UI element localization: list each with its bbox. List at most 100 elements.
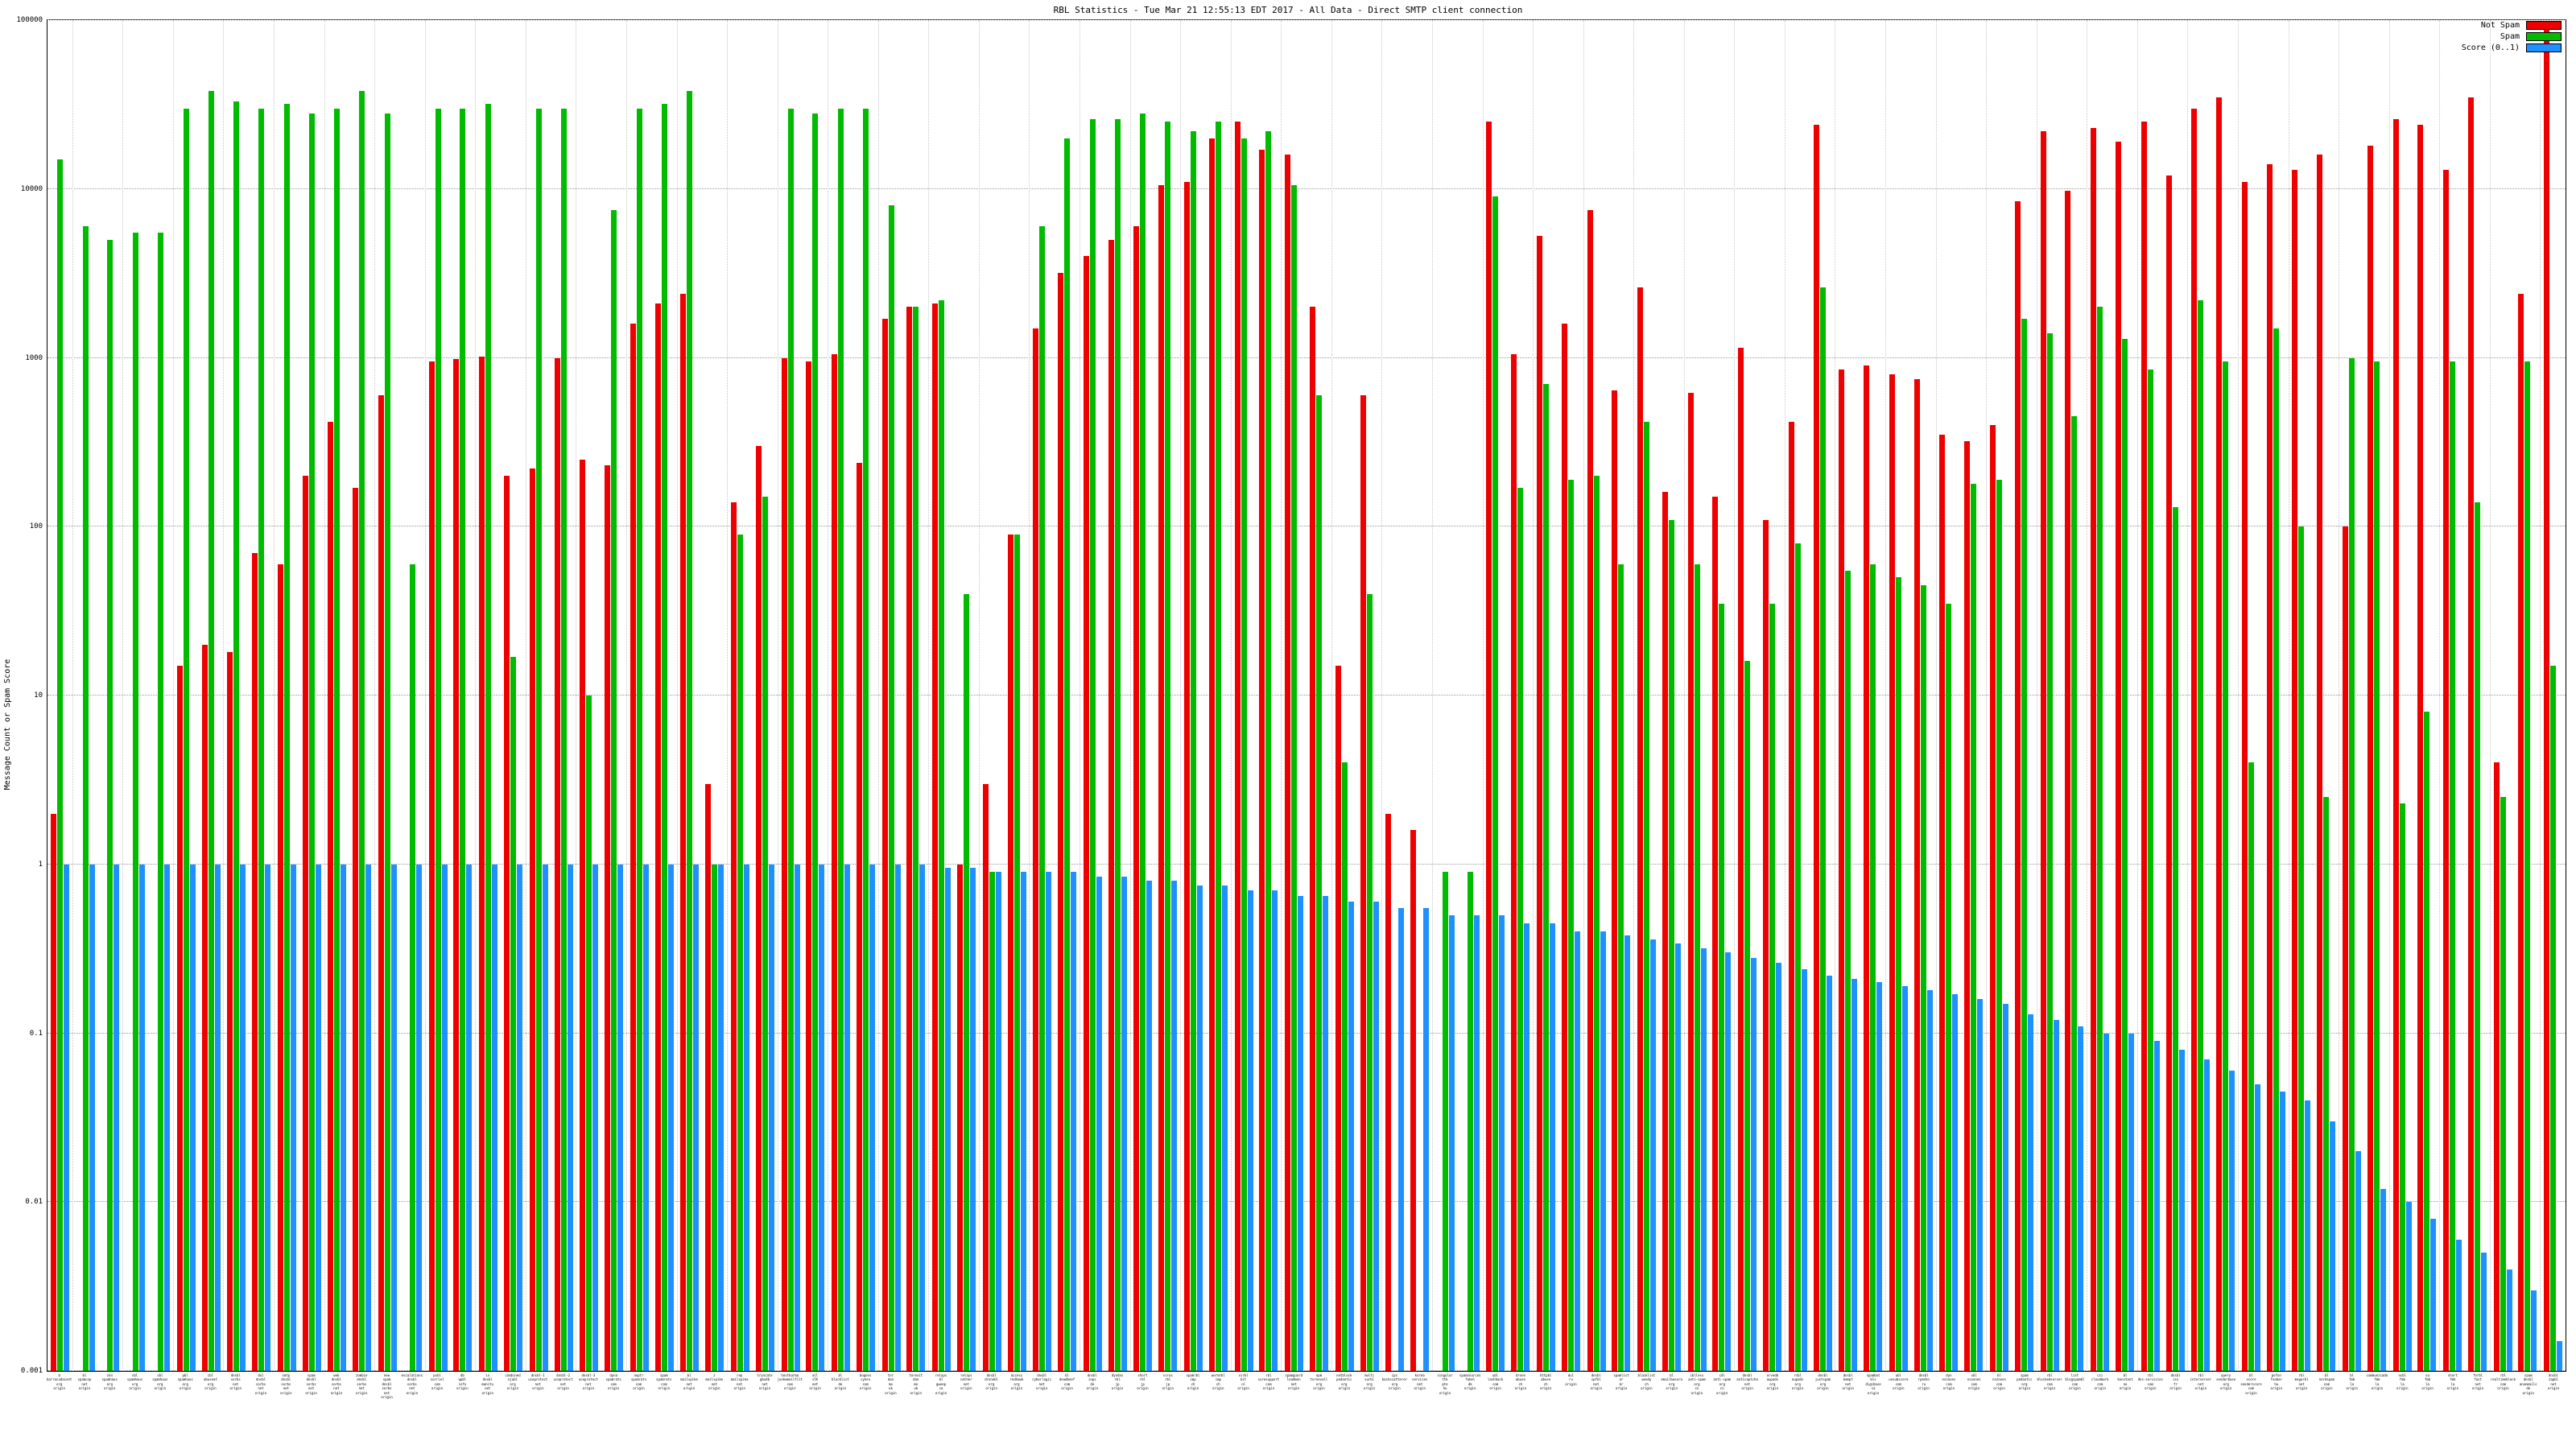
x-tick-label: rbl realtimeblacklist com origin <box>2490 1373 2516 1391</box>
bar-group <box>1558 20 1583 1371</box>
score-0-1-bar <box>1272 890 1278 1371</box>
spam-bar <box>964 593 970 1371</box>
score-0-1-bar <box>743 864 749 1371</box>
x-tick-label: zen spamhaus org origin <box>101 1373 118 1391</box>
x-tick-label: spam pedantic org origin <box>2017 1373 2033 1391</box>
x-tick-label: httpbl abuse ch origin <box>1539 1373 1552 1391</box>
score-0-1-bar <box>2027 1013 2033 1371</box>
x-tick-label: blacklist woody ch origin <box>1637 1373 1656 1391</box>
not-spam-bar <box>1612 390 1618 1371</box>
spam-bar <box>460 108 466 1371</box>
score-0-1-bar <box>1499 914 1505 1371</box>
score-0-1-bar <box>2380 1188 2386 1371</box>
score-0-1-bar <box>164 864 171 1371</box>
spam-bar <box>1819 287 1826 1371</box>
score-0-1-bar <box>1650 939 1657 1371</box>
score-0-1-bar <box>542 864 548 1371</box>
score-0-1-bar <box>1876 982 1883 1371</box>
score-0-1-bar <box>1046 872 1052 1371</box>
bar-group <box>777 20 803 1371</box>
score-0-1-bar <box>718 864 724 1371</box>
bar-group <box>2439 20 2465 1371</box>
spam-bar <box>1870 564 1876 1371</box>
bar-group <box>2339 20 2364 1371</box>
spam-bar <box>1241 138 1247 1371</box>
not-spam-bar <box>1839 369 1845 1371</box>
bar-groups <box>47 20 2566 1371</box>
not-spam-bar <box>2040 130 2046 1371</box>
spam-bar <box>913 307 919 1371</box>
bar-group <box>1458 20 1483 1371</box>
x-tick-label: b barracudacentral org origin <box>47 1373 72 1391</box>
x-tick-label: dnsbl dronebl org origin <box>985 1373 999 1391</box>
bar-group <box>2516 20 2541 1371</box>
x-tick-label: cbl abuseat org origin <box>204 1373 217 1391</box>
not-spam-bar <box>554 357 560 1371</box>
bar-group <box>1431 20 1458 1371</box>
score-0-1-bar <box>139 864 146 1371</box>
not-spam-bar <box>1007 534 1013 1371</box>
legend-swatch-score <box>2526 43 2562 52</box>
spam-bar <box>1996 479 2003 1371</box>
spam-bar <box>435 108 441 1371</box>
bar-group <box>1608 20 1633 1371</box>
bar-group <box>1029 20 1055 1371</box>
spam-bar <box>888 205 894 1371</box>
score-0-1-bar <box>466 864 473 1371</box>
score-0-1-bar <box>794 864 800 1371</box>
bar-group <box>928 20 954 1371</box>
spam-bar <box>2500 797 2506 1371</box>
not-spam-bar <box>932 303 939 1371</box>
bar-group <box>1885 20 1911 1371</box>
not-spam-bar <box>1410 829 1417 1371</box>
x-tick-label: psbl surriel com origin <box>430 1373 444 1391</box>
bar-group <box>2213 20 2238 1371</box>
bar-group <box>98 20 123 1371</box>
x-tick-label: wormrbl imp ch origin <box>1211 1373 1225 1391</box>
x-tick-label: bl fmb la origin <box>2346 1373 2358 1391</box>
x-tick-label: xbl spamhaus org origin <box>152 1373 168 1391</box>
bar-group <box>1407 20 1432 1371</box>
bar-group <box>451 20 476 1371</box>
y-tick-label: 100 <box>29 522 43 531</box>
spam-bar <box>1845 570 1852 1371</box>
score-0-1-bar <box>2355 1151 2361 1371</box>
score-0-1-bar <box>642 864 649 1371</box>
bar-group <box>2414 20 2439 1371</box>
x-tick-label: dnsbl-1 uceprotect net origin <box>528 1373 548 1391</box>
not-spam-bar <box>856 462 862 1371</box>
not-spam-bar <box>1813 125 1819 1371</box>
x-tick-label: dnsbl sorbs net origin <box>229 1373 242 1391</box>
x-tick-label: dnsbl-3 uceprotect net origin <box>578 1373 598 1391</box>
bar-group <box>223 20 249 1371</box>
not-spam-bar <box>2216 97 2223 1371</box>
spam-bar <box>1315 395 1322 1371</box>
spam-bar <box>2223 361 2229 1371</box>
spam-bar <box>385 113 391 1371</box>
score-0-1-bar <box>1096 876 1102 1371</box>
spam-bar <box>2524 361 2531 1371</box>
bar-group <box>2163 20 2188 1371</box>
score-0-1-bar <box>1600 931 1606 1371</box>
spam-bar <box>1114 118 1121 1371</box>
bar-group <box>904 20 929 1371</box>
bar-group <box>702 20 727 1371</box>
x-tick-label: singular ttk pte hu origin <box>1437 1373 1453 1395</box>
not-spam-bar <box>1587 209 1593 1371</box>
bar-group <box>349 20 374 1371</box>
score-0-1-bar <box>945 868 952 1371</box>
score-0-1-bar <box>1322 896 1328 1371</box>
bar-group <box>1860 20 1885 1371</box>
spam-bar <box>283 103 290 1371</box>
not-spam-bar <box>2115 142 2121 1371</box>
score-0-1-bar <box>1448 914 1455 1371</box>
bar-group <box>1533 20 1558 1371</box>
x-tick-label: tor dan me uk origin <box>885 1373 897 1395</box>
bar-group <box>2012 20 2037 1371</box>
spam-bar <box>1039 226 1046 1371</box>
score-0-1-bar <box>1549 923 1555 1371</box>
x-tick-label: dnsbl inps de origin <box>1086 1373 1099 1391</box>
x-tick-label: bl nszones com origin <box>1992 1373 2006 1391</box>
not-spam-bar <box>1335 666 1341 1371</box>
spam-bar <box>1744 661 1751 1371</box>
